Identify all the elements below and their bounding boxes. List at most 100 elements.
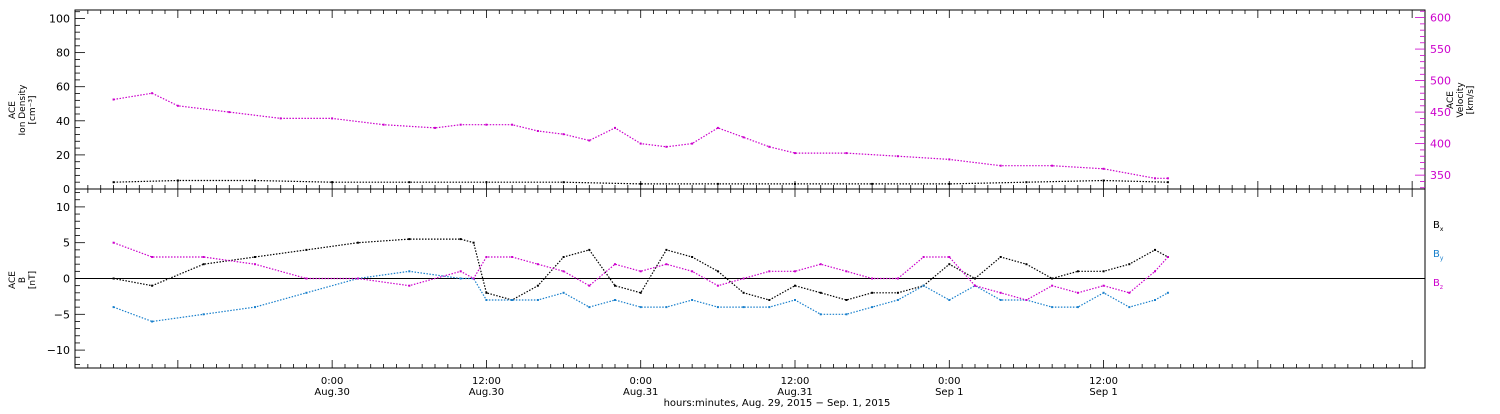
density-axis-tick-label: 60: [56, 81, 70, 94]
data-point: [588, 284, 591, 287]
b-axis-tick-label: 10: [56, 201, 70, 214]
data-point: [382, 123, 385, 126]
x-tick-label-time: 12:00: [1089, 376, 1118, 387]
data-point: [202, 263, 205, 266]
legend-entry: By: [1433, 249, 1444, 262]
top-panel-frame: [74, 9, 1426, 190]
data-point: [562, 133, 565, 136]
data-point: [1076, 270, 1079, 273]
data-point: [871, 291, 874, 294]
velocity-axis-tick-label: 500: [1430, 75, 1451, 88]
data-point: [614, 284, 616, 287]
data-point: [459, 238, 462, 241]
b-axis-tick-label: −5: [54, 308, 70, 321]
data-point: [948, 182, 951, 185]
x-axis-labels: 0:00Aug.3012:00Aug.300:00Aug.3112:00Aug.…: [314, 376, 1118, 398]
data-point: [742, 136, 745, 139]
data-point: [202, 256, 205, 258]
data-point: [485, 123, 488, 126]
series-Bx: [112, 238, 1169, 301]
data-point: [794, 152, 796, 155]
data-point: [562, 270, 565, 273]
data-point: [819, 291, 822, 294]
series-Bz: [112, 241, 1169, 301]
x-tick-label-time: 0:00: [629, 376, 651, 387]
data-point: [974, 284, 976, 287]
data-point: [614, 263, 616, 266]
data-point: [639, 182, 642, 185]
legend-entry: Bz: [1433, 278, 1443, 291]
density-axis-label-line: Ion Density: [18, 84, 28, 136]
density-axis-tick-label: 0: [63, 183, 70, 196]
b-axis-tick-label: 5: [63, 237, 70, 250]
data-point: [305, 277, 308, 280]
x-tick-label-date: Aug.30: [469, 387, 504, 398]
velocity-axis-label-line: Velocity: [1456, 82, 1466, 118]
x-tick-label-time: 0:00: [938, 376, 960, 387]
data-point: [691, 142, 694, 145]
data-point: [459, 277, 462, 280]
series-line: [113, 242, 1169, 301]
data-point: [1076, 306, 1079, 309]
velocity-axis-tick-label: 600: [1430, 12, 1451, 25]
data-point: [948, 256, 951, 258]
data-point: [999, 164, 1002, 167]
density-axis-tick-label: 100: [49, 13, 70, 26]
density-axis-label-line: ACE: [8, 101, 18, 119]
x-tick-label-date: Aug.31: [777, 387, 812, 398]
b-axis-label-line: ACE: [8, 271, 18, 289]
data-point: [151, 320, 154, 323]
data-point: [845, 152, 848, 155]
velocity-axis-tick-label: 350: [1430, 169, 1451, 182]
x-tick-label-date: Aug.30: [314, 387, 349, 398]
data-point: [794, 270, 796, 273]
data-point: [665, 263, 668, 266]
series-line: [113, 238, 1169, 301]
data-point: [485, 291, 488, 294]
data-point: [614, 299, 616, 301]
b-axis-tick-label: −10: [47, 344, 70, 357]
data-point: [691, 270, 694, 273]
x-tick-label-date: Sep 1: [1089, 387, 1117, 398]
x-tick-label-date: Sep 1: [935, 387, 963, 398]
velocity-axis-tick-label: 450: [1430, 106, 1451, 119]
data-point: [1166, 177, 1169, 180]
data-point: [665, 145, 668, 148]
data-point: [536, 263, 539, 266]
data-point: [588, 139, 591, 142]
series-s0: [112, 179, 1169, 185]
data-point: [228, 111, 231, 114]
data-point: [639, 306, 642, 309]
data-point: [511, 299, 514, 301]
velocity-axis-label-line: [km/s]: [1466, 86, 1476, 115]
b-axis-label: ACE B [nT]: [8, 271, 38, 289]
data-point: [434, 126, 436, 129]
density-axis-label: ACE Ion Density [cm⁻³]: [8, 84, 38, 136]
data-point: [408, 181, 411, 184]
data-point: [794, 284, 796, 287]
data-point: [254, 256, 256, 258]
velocity-axis-tick-label: 400: [1430, 138, 1451, 151]
data-point: [1102, 167, 1105, 170]
b-axis-label-line: B: [18, 277, 28, 283]
data-point: [742, 306, 745, 309]
x-tick-label-date: Aug.31: [623, 387, 658, 398]
velocity-axis-tick-label: 550: [1430, 43, 1451, 56]
data-point: [999, 299, 1002, 301]
density-axis-label-line: [cm⁻³]: [28, 95, 38, 124]
b-axis-label-line: [nT]: [28, 271, 38, 289]
x-axis-title: hours:minutes, Aug. 29, 2015 − Sep. 1, 2…: [664, 398, 891, 409]
data-point: [1051, 277, 1054, 280]
density-axis-tick-label: 20: [56, 149, 70, 162]
x-tick-label-time: 12:00: [472, 376, 501, 387]
data-point: [331, 181, 334, 184]
data-point: [1051, 164, 1054, 167]
x-tick-label-time: 12:00: [781, 376, 810, 387]
data-point: [639, 291, 642, 294]
data-point: [896, 277, 899, 280]
data-point: [1128, 291, 1131, 294]
legend-entry: Bx: [1433, 220, 1444, 233]
velocity-axis-label-line: ACE: [1446, 91, 1456, 109]
data-point: [356, 241, 359, 244]
